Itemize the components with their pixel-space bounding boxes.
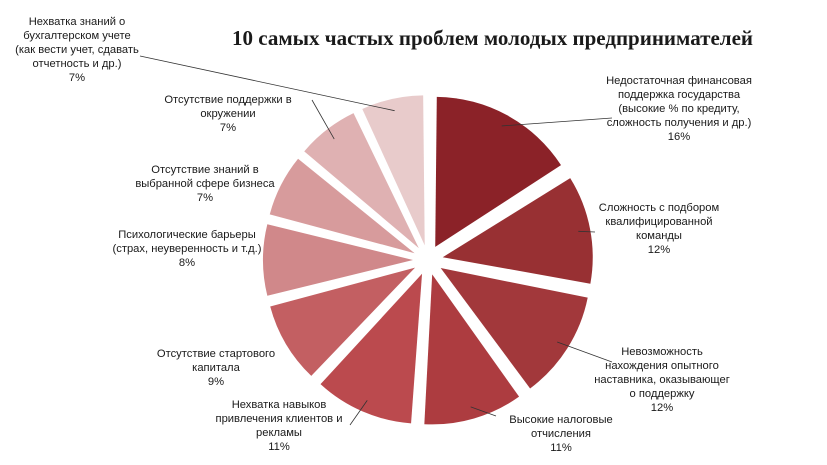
leader-line-team-selection <box>578 230 596 233</box>
slice-label-text: Высокие налоговые отчисления <box>509 414 613 440</box>
slice-label-mentor: Невозможность нахождения опытного настав… <box>592 345 732 415</box>
leader-line-social-support <box>311 99 335 140</box>
pie-slice-accounting <box>362 95 425 246</box>
slice-label-text: Отсутствие стартового капитала <box>156 348 276 374</box>
pie-slice-startup-capital <box>270 267 416 376</box>
leader-line-accounting <box>139 55 395 112</box>
pie-slice-psychological-barriers <box>263 224 413 296</box>
slice-percent: 7% <box>68 72 86 84</box>
leader-line-taxes <box>470 406 497 417</box>
slice-label-financial-support: Недостаточная финансовая поддержка госуд… <box>602 74 756 144</box>
leader-line-mentor <box>557 341 613 363</box>
pie-slice-social-support <box>304 113 419 249</box>
leader-line-financial-support <box>501 117 613 127</box>
slice-label-social-support: Отсутствие поддержки в окружении 7% <box>148 93 308 135</box>
slice-label-text: Нехватка навыков привлечения клиентов и … <box>215 399 343 439</box>
slice-label-text: Сложность с подбором квалифицированной к… <box>598 202 720 242</box>
slice-label-client-acquisition: Нехватка навыков привлечения клиентов и … <box>205 398 353 454</box>
slice-percent: 8% <box>178 257 196 269</box>
slice-percent: 12% <box>650 402 674 414</box>
pie-slice-business-knowledge <box>269 158 415 254</box>
slice-label-business-knowledge: Отсутствие знаний в выбранной сфере бизн… <box>123 163 287 205</box>
slice-label-taxes: Высокие налоговые отчисления 11% <box>496 413 626 455</box>
slice-label-text: Невозможность нахождения опытного настав… <box>594 346 730 400</box>
slice-percent: 11% <box>550 442 572 454</box>
pie-slice-team-selection <box>442 178 593 284</box>
slice-percent: 7% <box>196 192 214 204</box>
slice-percent: 12% <box>647 244 671 256</box>
slice-label-text: Нехватка знаний о бухгалтерском учете (к… <box>15 16 139 70</box>
slice-percent: 7% <box>219 122 237 134</box>
slice-label-text: Психологические барьеры (страх, неуверен… <box>112 229 262 255</box>
slice-label-startup-capital: Отсутствие стартового капитала 9% <box>143 347 289 389</box>
slice-percent: 16% <box>667 131 691 143</box>
pie-slice-taxes <box>424 274 520 425</box>
slice-label-text: Недостаточная финансовая поддержка госуд… <box>606 75 752 129</box>
slice-label-text: Отсутствие знаний в выбранной сфере бизн… <box>135 164 275 190</box>
slice-percent: 9% <box>207 376 225 388</box>
chart-title: 10 самых частых проблем молодых предприн… <box>232 26 753 50</box>
slice-percent: 11% <box>268 441 290 453</box>
leader-line-client-acquisition <box>349 400 368 426</box>
slice-label-psychological-barriers: Психологические барьеры (страх, неуверен… <box>111 228 263 270</box>
pie-slice-financial-support <box>435 96 562 247</box>
slice-label-team-selection: Сложность с подбором квалифицированной к… <box>592 201 726 257</box>
pie-slice-client-acquisition <box>320 273 423 424</box>
slice-label-accounting: Нехватка знаний о бухгалтерском учете (к… <box>12 15 142 85</box>
pie-slice-mentor <box>440 268 588 389</box>
slice-label-text: Отсутствие поддержки в окружении <box>164 94 292 120</box>
